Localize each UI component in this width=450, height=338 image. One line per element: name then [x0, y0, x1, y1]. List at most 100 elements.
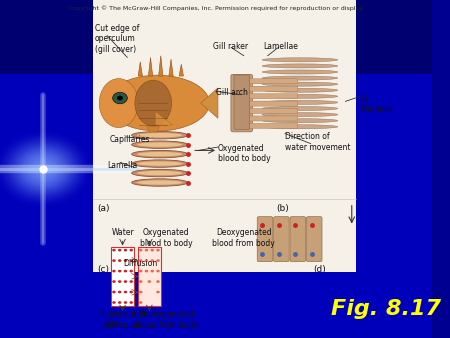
Circle shape	[18, 149, 68, 189]
FancyBboxPatch shape	[111, 247, 134, 306]
Ellipse shape	[262, 113, 338, 117]
Circle shape	[37, 165, 49, 173]
Text: Water: Water	[112, 228, 135, 237]
Text: Gill raker: Gill raker	[213, 42, 248, 51]
Text: (b): (b)	[276, 204, 289, 214]
Ellipse shape	[262, 119, 338, 123]
Circle shape	[118, 280, 122, 283]
Ellipse shape	[137, 133, 182, 137]
Circle shape	[156, 249, 160, 251]
Ellipse shape	[137, 152, 182, 156]
Circle shape	[34, 162, 53, 176]
Polygon shape	[158, 56, 163, 76]
Circle shape	[130, 249, 133, 251]
Circle shape	[112, 301, 116, 304]
Polygon shape	[155, 112, 173, 125]
Ellipse shape	[262, 106, 338, 111]
FancyBboxPatch shape	[0, 0, 432, 74]
Polygon shape	[179, 64, 184, 76]
Text: (c): (c)	[97, 265, 109, 274]
Circle shape	[36, 163, 51, 175]
Ellipse shape	[132, 131, 188, 139]
Circle shape	[112, 259, 116, 262]
Text: Deoxygenated
blood from body: Deoxygenated blood from body	[212, 228, 275, 248]
Circle shape	[156, 291, 160, 293]
Circle shape	[112, 270, 116, 272]
Ellipse shape	[262, 64, 338, 68]
Circle shape	[156, 280, 160, 283]
Circle shape	[139, 259, 143, 262]
Text: Diffusion: Diffusion	[123, 259, 158, 268]
Circle shape	[156, 270, 160, 272]
Text: Fig. 8.17: Fig. 8.17	[331, 299, 441, 319]
Circle shape	[139, 280, 143, 283]
Ellipse shape	[262, 125, 338, 129]
Circle shape	[145, 259, 148, 262]
Circle shape	[130, 270, 133, 272]
Text: Lamella: Lamella	[107, 161, 137, 170]
Circle shape	[28, 158, 58, 180]
Ellipse shape	[262, 82, 338, 86]
FancyBboxPatch shape	[240, 116, 298, 121]
FancyBboxPatch shape	[306, 217, 322, 262]
Text: Oxygenated
blood to body: Oxygenated blood to body	[218, 144, 270, 163]
Ellipse shape	[132, 179, 188, 186]
Text: (e): (e)	[106, 319, 118, 329]
Circle shape	[145, 270, 148, 272]
FancyBboxPatch shape	[240, 108, 298, 114]
Polygon shape	[147, 127, 160, 139]
Ellipse shape	[132, 160, 188, 167]
Circle shape	[118, 291, 122, 293]
Circle shape	[124, 259, 127, 262]
Circle shape	[112, 92, 127, 104]
Polygon shape	[201, 88, 218, 118]
Circle shape	[41, 167, 45, 171]
Circle shape	[9, 142, 77, 196]
Ellipse shape	[262, 70, 338, 74]
Circle shape	[27, 156, 59, 182]
Circle shape	[112, 280, 116, 283]
Circle shape	[145, 249, 148, 251]
Text: Gill
filament: Gill filament	[360, 95, 392, 114]
Text: Oxygenated
blood to body: Oxygenated blood to body	[140, 228, 193, 248]
Circle shape	[130, 259, 133, 262]
Text: Cut edge of
operculum
(gill cover): Cut edge of operculum (gill cover)	[95, 24, 140, 54]
Circle shape	[117, 96, 123, 100]
FancyBboxPatch shape	[240, 101, 298, 106]
Text: Flows out of
operculum: Flows out of operculum	[100, 310, 146, 330]
Circle shape	[124, 280, 127, 283]
Circle shape	[112, 291, 116, 293]
Ellipse shape	[135, 80, 171, 126]
Circle shape	[130, 301, 133, 304]
Circle shape	[16, 148, 70, 190]
Circle shape	[124, 270, 127, 272]
Circle shape	[124, 291, 127, 293]
Circle shape	[124, 249, 127, 251]
Circle shape	[156, 259, 160, 262]
Circle shape	[150, 249, 154, 251]
Circle shape	[148, 280, 151, 283]
Circle shape	[25, 155, 61, 183]
Circle shape	[130, 291, 133, 293]
Ellipse shape	[262, 58, 338, 62]
FancyBboxPatch shape	[93, 0, 356, 272]
FancyBboxPatch shape	[240, 79, 298, 84]
FancyBboxPatch shape	[0, 74, 432, 338]
Circle shape	[118, 270, 122, 272]
Circle shape	[22, 152, 65, 186]
FancyBboxPatch shape	[257, 217, 273, 262]
Text: Deoxygenated
blood from body: Deoxygenated blood from body	[135, 310, 198, 330]
FancyBboxPatch shape	[290, 217, 306, 262]
Ellipse shape	[137, 180, 182, 185]
Ellipse shape	[262, 100, 338, 104]
Circle shape	[150, 270, 154, 272]
FancyBboxPatch shape	[234, 75, 249, 129]
Circle shape	[130, 280, 133, 283]
FancyBboxPatch shape	[240, 94, 298, 99]
Polygon shape	[148, 57, 153, 76]
Polygon shape	[138, 62, 143, 76]
Circle shape	[112, 249, 116, 251]
Ellipse shape	[262, 88, 338, 92]
Circle shape	[7, 141, 79, 197]
Ellipse shape	[137, 143, 182, 147]
